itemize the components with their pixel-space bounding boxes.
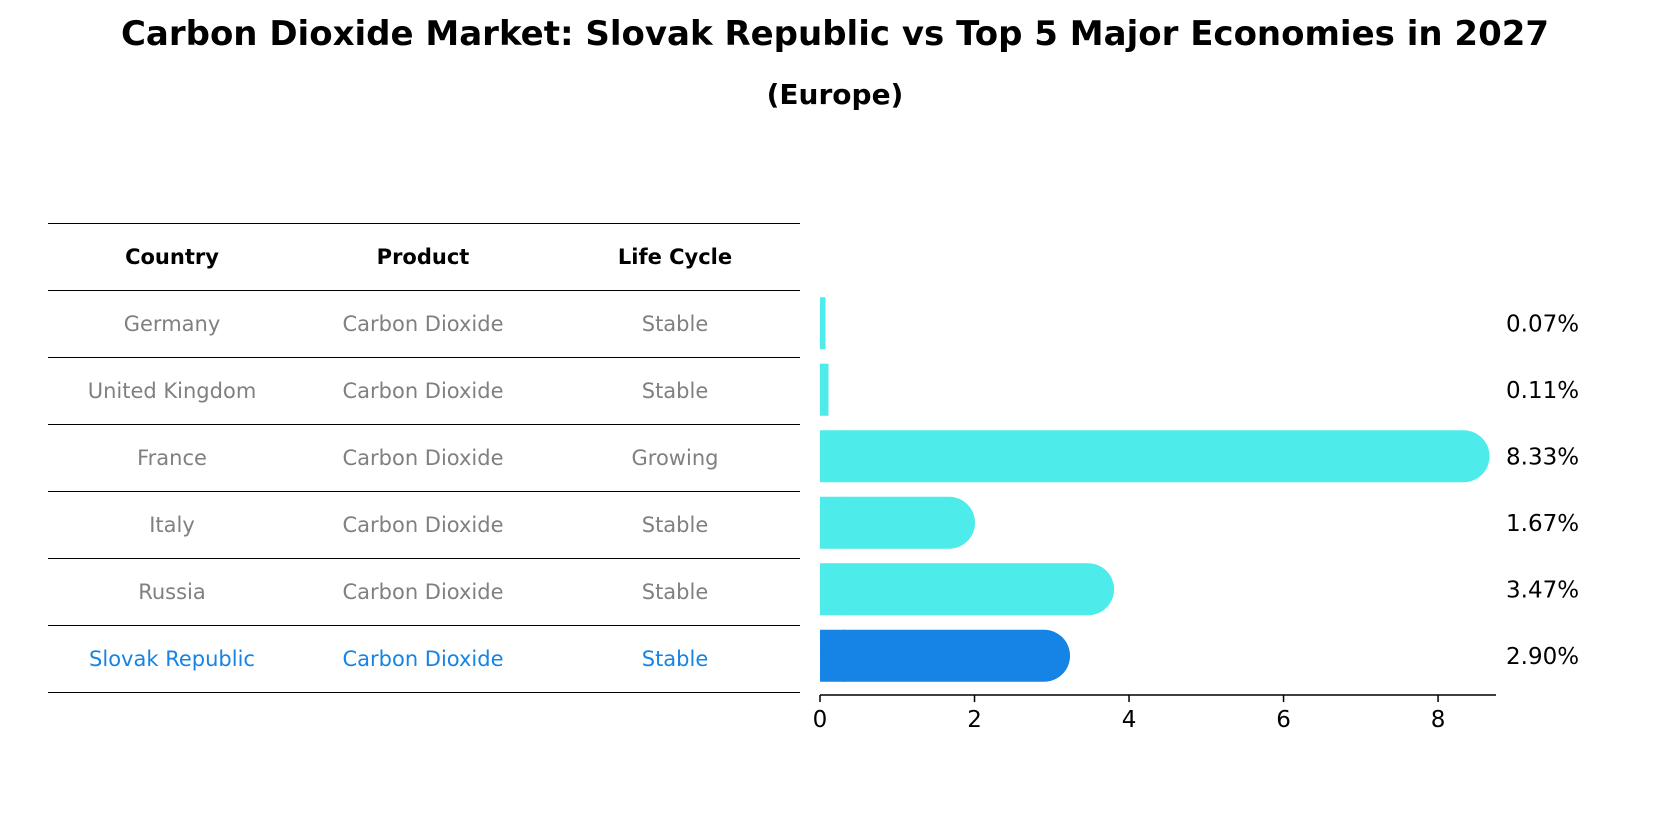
product-cell: Carbon Dioxide xyxy=(342,580,504,604)
table-row: Germany Carbon Dioxide Stable xyxy=(48,291,800,358)
bar-slovak-republic xyxy=(820,629,1071,682)
bar-base xyxy=(820,629,846,682)
table-row: Russia Carbon Dioxide Stable xyxy=(48,559,800,626)
bar-base xyxy=(820,297,826,350)
product-cell: Carbon Dioxide xyxy=(342,446,504,470)
life-cycle-cell: Stable xyxy=(641,580,709,604)
country-cell: Italy xyxy=(149,513,195,537)
bar-france xyxy=(820,430,1490,483)
life-cycle-cell: Stable xyxy=(641,647,709,671)
column-header-life-cycle: Life Cycle xyxy=(617,245,733,269)
table-row: United Kingdom Carbon Dioxide Stable xyxy=(48,358,800,425)
value-label: 8.33% xyxy=(1506,444,1579,470)
bar-base xyxy=(820,430,846,483)
table-row: Italy Carbon Dioxide Stable xyxy=(48,492,800,559)
country-cell: Russia xyxy=(138,580,206,604)
country-cell: Slovak Republic xyxy=(89,647,255,671)
column-header-product: Product xyxy=(376,245,470,269)
product-cell: Carbon Dioxide xyxy=(342,379,504,403)
life-cycle-cell: Stable xyxy=(641,379,709,403)
product-cell: Carbon Dioxide xyxy=(342,312,504,336)
x-tick-label: 6 xyxy=(1276,707,1291,733)
value-label: 2.90% xyxy=(1506,644,1579,670)
column-header-country: Country xyxy=(125,245,219,269)
chart-title: Carbon Dioxide Market: Slovak Republic v… xyxy=(120,14,1550,54)
product-cell: Carbon Dioxide xyxy=(342,513,504,537)
table-row-highlighted: Slovak Republic Carbon Dioxide Stable xyxy=(48,626,800,693)
x-tick-label: 8 xyxy=(1431,707,1446,733)
country-cell: United Kingdom xyxy=(87,379,257,403)
value-label-group: 0.07% 0.11% 8.33% 1.67% 3.47% 2.90% xyxy=(1506,311,1579,670)
x-tick-label: 0 xyxy=(813,707,828,733)
bar-russia xyxy=(820,563,1115,616)
value-label: 0.11% xyxy=(1506,378,1579,404)
value-label: 1.67% xyxy=(1506,511,1579,537)
product-cell: Carbon Dioxide xyxy=(342,647,504,671)
life-cycle-cell: Stable xyxy=(641,513,709,537)
bar-group xyxy=(820,297,1490,682)
table-row: France Carbon Dioxide Growing xyxy=(48,425,800,492)
country-cell: Germany xyxy=(123,312,221,336)
country-cell: France xyxy=(137,446,207,470)
bar-base xyxy=(820,563,846,616)
bar-italy xyxy=(820,496,976,549)
comparison-table: Country Product Life Cycle Germany Carbo… xyxy=(48,223,800,693)
x-tick-label: 2 xyxy=(967,707,982,733)
value-label: 3.47% xyxy=(1506,577,1579,603)
table-header-row: Country Product Life Cycle xyxy=(48,223,800,291)
x-tick-label: 4 xyxy=(1122,707,1137,733)
life-cycle-cell: Growing xyxy=(631,446,719,470)
life-cycle-cell: Stable xyxy=(641,312,709,336)
bar-base xyxy=(820,363,829,416)
x-axis: 0 2 4 6 8 xyxy=(813,694,1496,733)
value-label: 0.07% xyxy=(1506,311,1579,337)
bar-base xyxy=(820,496,846,549)
chart-subtitle: (Europe) xyxy=(766,78,904,111)
